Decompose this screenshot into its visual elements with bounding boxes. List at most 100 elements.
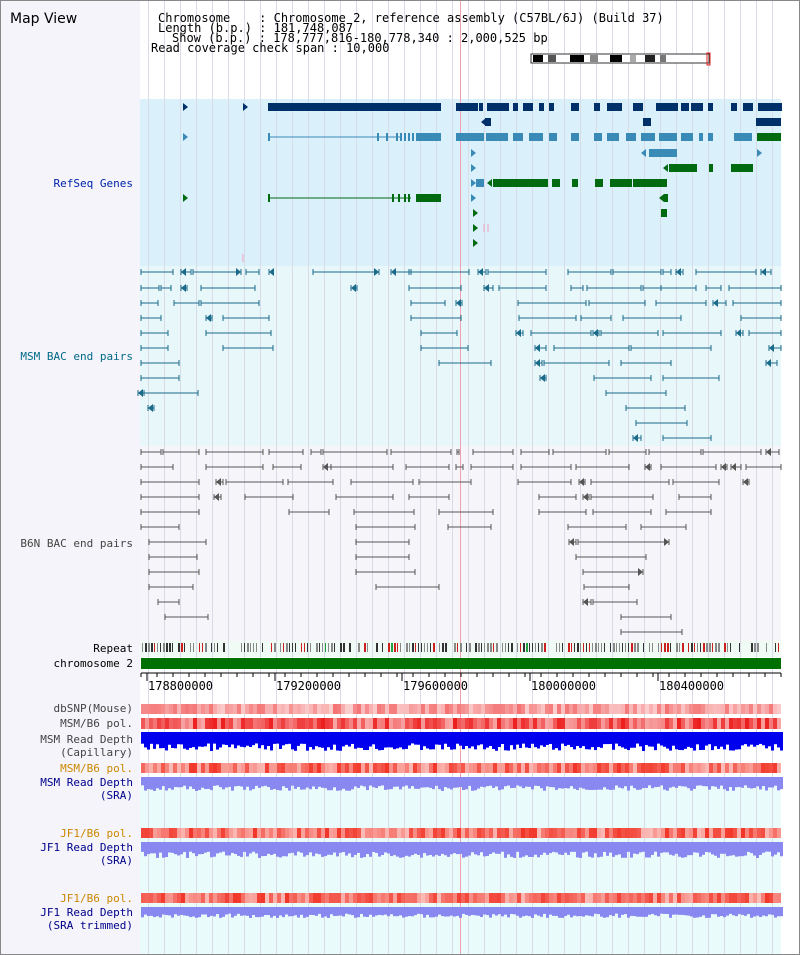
- repeat-element: [700, 643, 701, 652]
- msm-capillary-depth-bar: [618, 732, 621, 747]
- msm-capillary-depth-bar: [369, 732, 372, 747]
- repeat-element: [601, 643, 602, 652]
- dbsnp-density-cell: [249, 704, 253, 714]
- jf1-pol-cell: [325, 828, 329, 838]
- jf1-trimmed-depth-bar: [585, 907, 588, 916]
- jf1-trimmed-depth-bar: [540, 907, 543, 917]
- msm-pol-sra-cell: [397, 763, 401, 773]
- repeat-element: [415, 643, 416, 652]
- chromosome-ideogram[interactable]: [530, 52, 715, 67]
- jf1-pol-cell: [749, 828, 753, 838]
- jf1-trimmed-depth-bar: [714, 907, 717, 915]
- msm-pol-sra-cell: [513, 763, 517, 773]
- jf1-b6-pol-label: JF1/B6 pol.: [60, 827, 133, 840]
- dbsnp-density-cell: [217, 704, 221, 714]
- jf1-sra-depth-bar: [633, 842, 636, 854]
- jf1-sra-depth-bar: [564, 842, 567, 853]
- repeat-element: [634, 643, 636, 652]
- jf1-pol-trim-cell: [617, 893, 621, 903]
- jf1-trimmed-depth-bar: [750, 907, 753, 918]
- msm-sra-depth-bar: [318, 777, 321, 787]
- msm-sra-depth-bar: [471, 777, 474, 791]
- gridline: [340, 1, 341, 954]
- jf1-trimmed-depth-bar: [555, 907, 558, 916]
- center-position-marker: [460, 1, 461, 954]
- repeat-element: [367, 643, 368, 652]
- jf1-pol-trim-cell: [737, 893, 741, 903]
- msm-sra-depth-bar: [150, 777, 153, 790]
- repeat-element: [610, 643, 611, 652]
- gene-exon: [731, 164, 753, 172]
- bac-end-arrow: [761, 268, 766, 276]
- jf1-pol-cell: [577, 828, 581, 838]
- msm-capillary-depth-bar: [480, 732, 483, 745]
- dbsnp-density-cell: [201, 704, 205, 714]
- gene-arrow-right: [471, 194, 476, 202]
- jf1-pol-cell: [153, 828, 157, 838]
- msm-pol-sra-cell: [601, 763, 605, 773]
- jf1-trimmed-depth-bar: [690, 907, 693, 917]
- msm-pol-sra-cell: [437, 763, 441, 773]
- msm-sra-depth-bar: [183, 777, 186, 786]
- msm-pol-cell: [421, 718, 425, 729]
- jf1-trimmed-depth-bar: [546, 907, 549, 918]
- jf1-trimmed-depth-bar: [717, 907, 720, 917]
- msm-sra-depth-bar: [381, 777, 384, 786]
- dbsnp-density-cell: [173, 704, 177, 714]
- jf1-pol-cell: [401, 828, 405, 838]
- jf1-sra-depth-bar: [441, 842, 444, 854]
- jf1-pol-cell: [597, 828, 601, 838]
- msm-pol-sra-cell: [557, 763, 561, 773]
- jf1-pol-trim-cell: [225, 893, 229, 903]
- jf1-trimmed-depth-bar: [687, 907, 690, 916]
- jf1-pol-cell: [377, 828, 381, 838]
- msm-capillary-depth-bar: [183, 732, 186, 749]
- msm-capillary-depth-bar: [201, 732, 204, 747]
- msm-pol-sra-cell: [401, 763, 405, 773]
- gene-exon: [523, 103, 533, 111]
- jf1-sra-depth-bar: [642, 842, 645, 852]
- dbsnp-density-cell: [537, 704, 541, 714]
- msm-sra-depth-bar: [336, 777, 339, 791]
- msm-capillary-depth-bar: [219, 732, 222, 748]
- msm-capillary-depth-bar: [702, 732, 705, 750]
- jf1-pol-trim-cell: [613, 893, 617, 903]
- jf1-pol-trim-cell: [597, 893, 601, 903]
- jf1-sra-depth-bar: [246, 842, 249, 857]
- jf1-sra-depth-bar: [627, 842, 630, 852]
- repeat-element: [409, 643, 410, 652]
- gene-exon: [708, 133, 713, 141]
- msm-capillary-depth-bar: [621, 732, 624, 748]
- jf1-pol-trim-cell: [497, 893, 501, 903]
- msm-sra-depth-bar: [291, 777, 294, 786]
- jf1-pol-cell: [737, 828, 741, 838]
- msm-sra-depth-bar: [351, 777, 354, 790]
- jf1-sra-depth-bar: [540, 842, 543, 855]
- msm-sra-depth-bar: [159, 777, 162, 790]
- msm-sra-depth-bar: [606, 777, 609, 790]
- gene-exon: [479, 103, 483, 111]
- repeat-element: [709, 643, 711, 652]
- msm-sra-depth-bar: [507, 777, 510, 786]
- msm-sra-depth-bar: [216, 777, 219, 786]
- msm-pol-sra-cell: [649, 763, 653, 773]
- msm-sra-depth-bar: [168, 777, 171, 789]
- repeat-element: [148, 643, 150, 652]
- msm-pol-cell: [493, 718, 497, 729]
- msm-pol-cell: [585, 718, 589, 729]
- msm-sra-depth-bar: [468, 777, 471, 786]
- repeat-element: [244, 643, 245, 652]
- dbsnp-density-cell: [293, 704, 297, 714]
- jf1-pol-trim-cell: [701, 893, 705, 903]
- msm-pol-sra-cell: [209, 763, 213, 773]
- jf1-sra-depth-bar: [651, 842, 654, 855]
- msm-capillary-depth-bar: [450, 732, 453, 750]
- msm-pol-sra-cell: [357, 763, 361, 773]
- msm-pol-sra-cell: [293, 763, 297, 773]
- jf1-pol-cell: [209, 828, 213, 838]
- msm-capillary-depth-bar: [648, 732, 651, 747]
- msm-pol-sra-cell: [657, 763, 661, 773]
- bac-end-arrow: [535, 359, 540, 367]
- msm-pol-sra-cell: [473, 763, 477, 773]
